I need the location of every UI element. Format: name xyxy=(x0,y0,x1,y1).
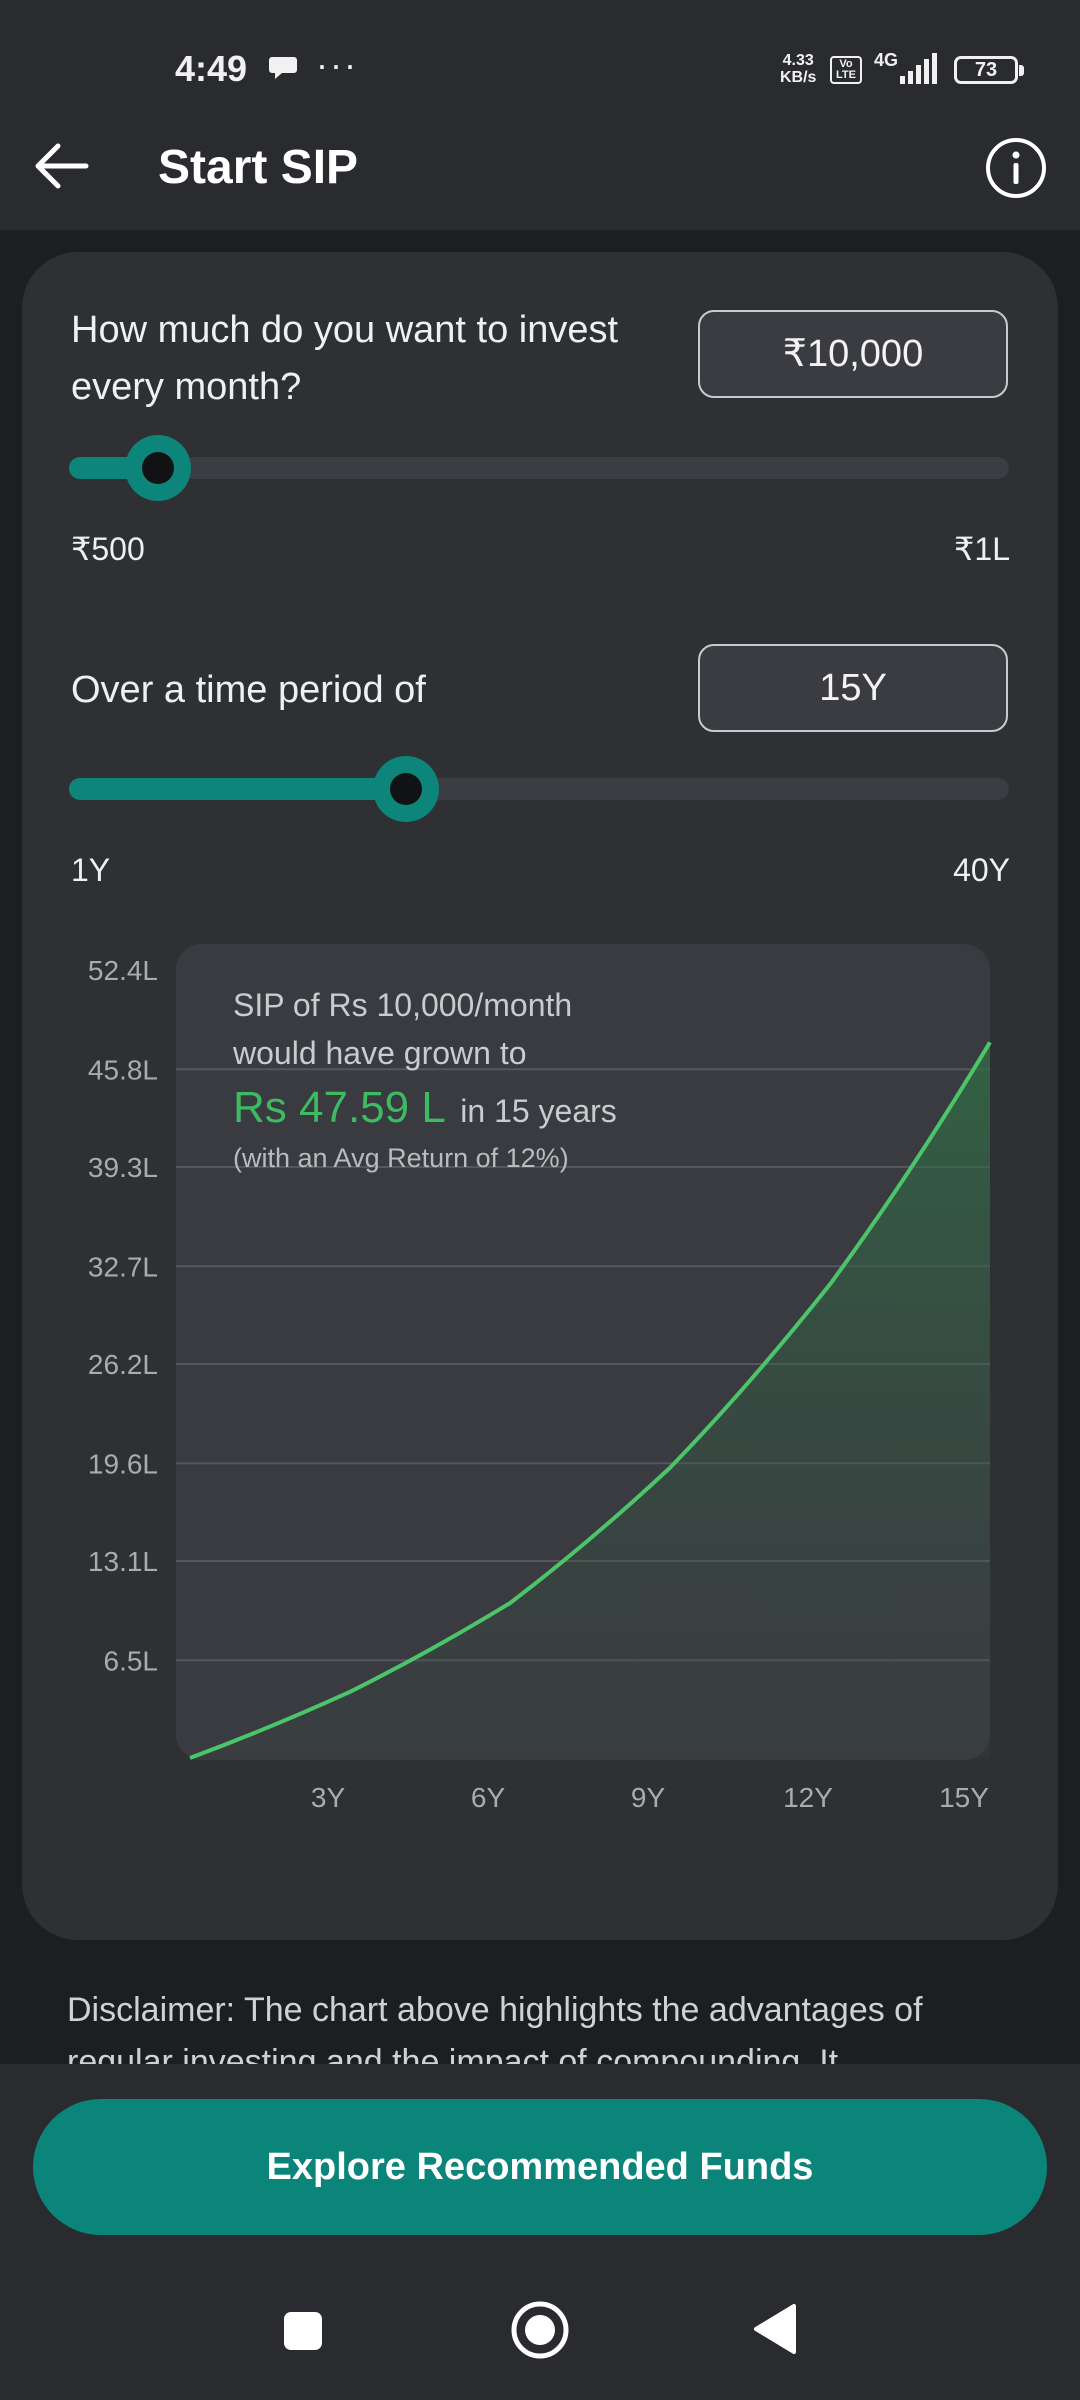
chart-x-tick-label: 15Y xyxy=(939,1782,989,1813)
bottom-panel: Explore Recommended Funds xyxy=(0,2064,1080,2400)
period-input[interactable]: 15Y xyxy=(698,644,1008,732)
battery-level: 73 xyxy=(974,59,998,81)
triangle-back-icon[interactable] xyxy=(750,2302,798,2356)
summary-note: (with an Avg Return of 12%) xyxy=(233,1143,569,1173)
amount-slider[interactable] xyxy=(69,435,1009,501)
chart-x-tick-label: 12Y xyxy=(783,1782,833,1813)
period-slider[interactable] xyxy=(69,756,1009,822)
summary-amount-line: Rs 47.59 L in 15 years xyxy=(233,1083,617,1132)
investment-question-line1: How much do you want to invest xyxy=(71,309,619,351)
chart-x-tick-label: 6Y xyxy=(471,1782,506,1813)
volte-icon: Vo LTE xyxy=(830,56,862,84)
growth-area xyxy=(190,1042,990,1758)
signal-icon xyxy=(900,53,937,84)
speed-unit: KB/s xyxy=(780,69,817,86)
chart-y-tick-label: 19.6L xyxy=(88,1448,158,1479)
chart-y-tick-label: 52.4L xyxy=(88,955,158,986)
investment-question-line2: every month? xyxy=(71,366,302,408)
status-time: 4:49 xyxy=(175,48,248,89)
status-bar: 4:49 ··· 4.33 KB/s Vo LTE 4G 73 xyxy=(0,0,1080,140)
period-min-label: 1Y xyxy=(71,852,111,888)
chart-points xyxy=(189,1042,991,1759)
disclaimer-text: Disclaimer: The chart above highlights t… xyxy=(67,1991,923,2064)
chart-y-tick-label: 39.3L xyxy=(88,1152,158,1183)
summary-line1: SIP of Rs 10,000/month xyxy=(233,987,572,1023)
speed-value: 4.33 xyxy=(782,52,814,69)
sip-calculator-card: How much do you want to invest every mon… xyxy=(22,252,1058,1940)
period-question: Over a time period of xyxy=(71,669,426,711)
chart-y-tick-label: 6.5L xyxy=(104,1645,159,1676)
investment-question: How much do you want to invest every mon… xyxy=(71,302,618,416)
amount-slider-thumb[interactable] xyxy=(125,435,192,501)
chart-y-tick-label: 45.8L xyxy=(88,1054,158,1085)
summary-line2: would have grown to xyxy=(232,1035,527,1071)
circle-icon[interactable] xyxy=(508,2298,572,2362)
chart-y-ticks: 52.4L 45.8L 39.3L 32.7L 26.2L 19.6L 13.1L 6.5L xyxy=(88,955,158,1676)
chart-x-ticks: 3Y 6Y 9Y 12Y 15Y xyxy=(311,1782,989,1813)
amount-max-label: ₹1L xyxy=(954,531,1010,567)
growth-line xyxy=(189,1041,992,1760)
more-notifications-icon: ··· xyxy=(316,44,358,85)
network-type: 4G xyxy=(874,50,899,70)
battery-icon: 73 xyxy=(954,56,1024,84)
amount-min-label: ₹500 xyxy=(71,531,145,567)
period-max-label: 40Y xyxy=(953,852,1010,888)
chart-y-tick-label: 32.7L xyxy=(88,1251,158,1282)
monthly-amount-input[interactable]: ₹10,000 xyxy=(698,310,1008,398)
info-icon[interactable] xyxy=(984,136,1048,200)
arrow-left-icon[interactable] xyxy=(28,140,98,200)
period-slider-thumb[interactable] xyxy=(373,756,440,822)
network-speed: 4.33 KB/s xyxy=(780,52,816,86)
app-header: Start SIP xyxy=(0,138,1080,230)
square-icon[interactable] xyxy=(280,2308,326,2354)
chart-y-tick-label: 13.1L xyxy=(88,1546,158,1577)
chat-bubble-icon xyxy=(269,57,297,79)
growth-chart: 52.4L45.8L39.3L32.7L26.2L19.6L13.1L6.5L … xyxy=(88,944,992,1813)
chart-x-tick-label: 3Y xyxy=(311,1782,346,1813)
period-slider-fill xyxy=(69,778,407,800)
summary-duration: in 15 years xyxy=(460,1093,617,1129)
chart-y-tick-label: 26.2L xyxy=(88,1349,158,1380)
page-title: Start SIP xyxy=(158,141,359,194)
chart-x-tick-label: 9Y xyxy=(631,1782,666,1813)
explore-funds-button[interactable]: Explore Recommended Funds xyxy=(33,2099,1047,2235)
summary-amount: Rs 47.59 L xyxy=(233,1083,446,1132)
